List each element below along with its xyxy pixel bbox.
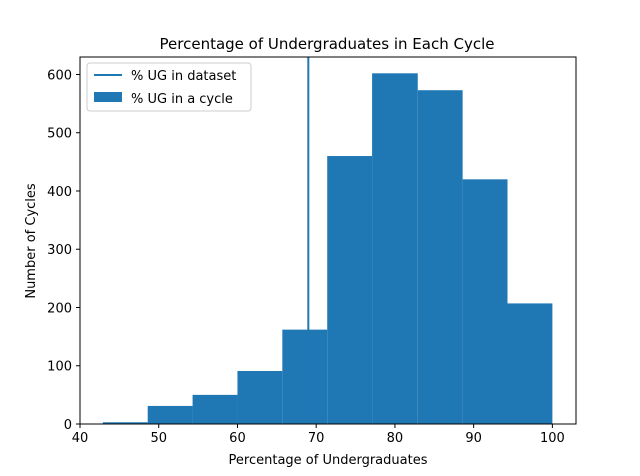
- histogram-bar: [192, 394, 238, 424]
- x-tick-label: 70: [308, 431, 325, 446]
- y-tick-label: 600: [47, 68, 72, 83]
- y-tick-label: 300: [47, 243, 72, 258]
- histogram-bar: [327, 156, 373, 425]
- histogram-bars: [102, 73, 553, 425]
- x-tick-label: 60: [229, 431, 246, 446]
- histogram-bar: [237, 370, 283, 424]
- histogram-bar: [507, 303, 553, 424]
- x-tick-label: 100: [540, 431, 565, 446]
- y-tick-label: 200: [47, 301, 72, 316]
- chart-title: Percentage of Undergraduates in Each Cyc…: [160, 35, 495, 53]
- histogram-bar: [372, 73, 418, 425]
- histogram-bar: [462, 179, 508, 424]
- x-tick-label: 80: [387, 431, 404, 446]
- y-tick-label: 0: [64, 418, 72, 433]
- histogram-bar: [147, 405, 193, 424]
- y-tick-label: 400: [47, 185, 72, 200]
- x-axis-label: Percentage of Undergraduates: [229, 453, 428, 468]
- legend-label-dataset: % UG in dataset: [131, 69, 236, 84]
- legend: % UG in dataset % UG in a cycle: [86, 62, 252, 112]
- y-axis-label: Number of Cycles: [24, 183, 39, 299]
- y-axis-ticks: 0 100 200 300 400 500 600: [47, 68, 80, 433]
- legend-box: [86, 62, 252, 112]
- plot-frame: [79, 56, 577, 425]
- x-tick-label: 50: [150, 431, 167, 446]
- x-axis-ticks: 40 50 60 70 80 90 100: [72, 424, 565, 446]
- histogram-bar: [417, 90, 463, 424]
- legend-label-cycle: % UG in a cycle: [131, 92, 233, 107]
- x-tick-label: 40: [72, 431, 89, 446]
- x-tick-label: 90: [465, 431, 482, 446]
- legend-patch-swatch: [94, 92, 122, 102]
- histogram-bar: [282, 329, 328, 424]
- y-tick-label: 100: [47, 360, 72, 375]
- y-tick-label: 500: [47, 127, 72, 142]
- histogram-bar: [102, 422, 148, 424]
